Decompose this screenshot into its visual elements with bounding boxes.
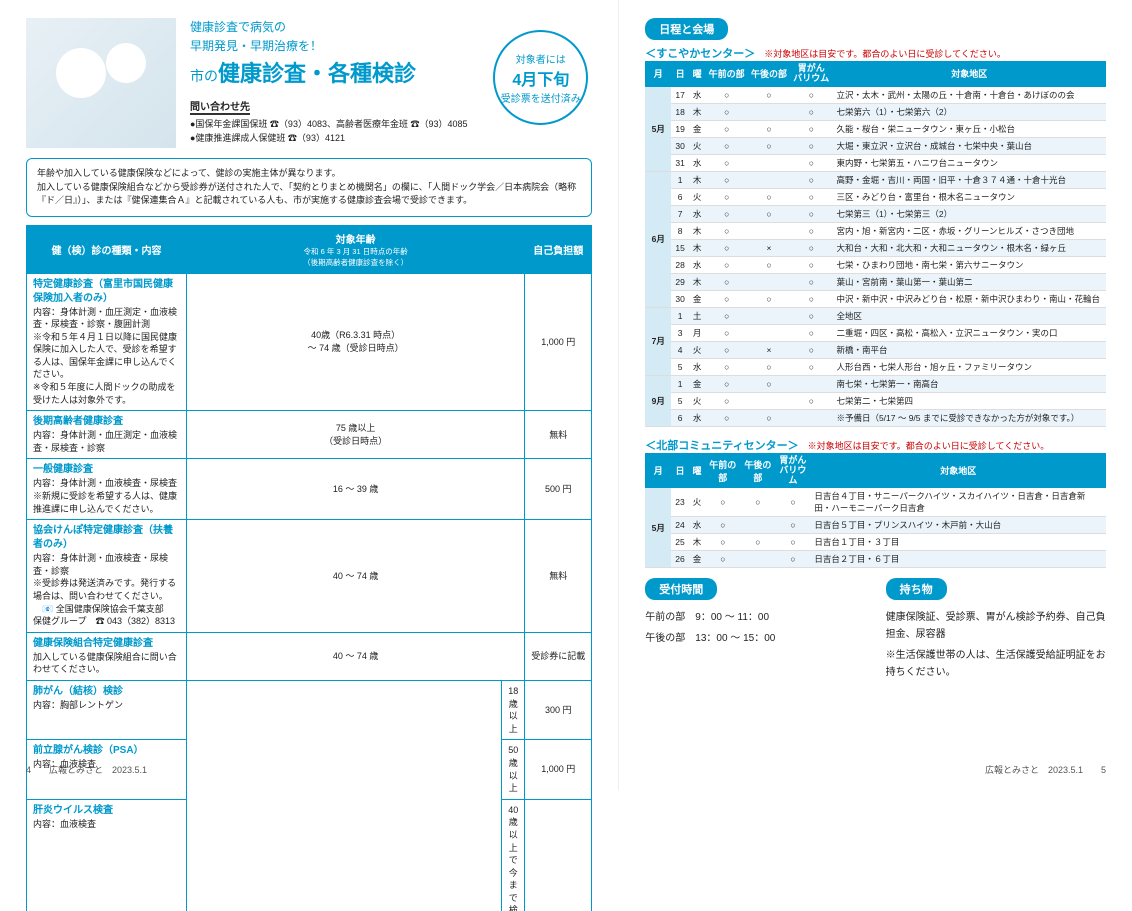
schedule-row: 5火○○七栄第二・七栄第四: [645, 392, 1106, 409]
type-row: 後期高齢者健康診査内容：身体計測・血圧測定・血液検査・尿検査・診察: [27, 411, 187, 459]
schedule-row: 19金○○○久能・桜台・栄ニュータウン・東ヶ丘・小松台: [645, 120, 1106, 137]
section-bring: 持ち物: [886, 578, 947, 600]
side-label: 加入保険に関係なく対象年齢に該当する人は受診可能: [187, 680, 502, 911]
type-row: 健康保険組合特定健康診査加入している健康保険組合に問い合わせてください。: [27, 632, 187, 680]
type-row: 肺がん（結核）検診内容：胸部レントゲン: [27, 680, 187, 739]
schedule-row: 30火○○○大堀・東立沢・立沢台・成城台・七栄中央・葉山台: [645, 137, 1106, 154]
schedule-row: 24水○○日吉台５丁目・プリンスハイツ・木戸前・大山台: [645, 517, 1106, 534]
schedule-row: 26金○○日吉台２丁目・６丁目: [645, 551, 1106, 568]
types-table: 健（検）診の種類・内容 対象年齢令和 6 年 3 月 31 日時点の年齢（後期高…: [26, 225, 592, 911]
schedule-table-2: 月日曜午前の部午後の部胃がんバリウム対象地区5月23火○○○日吉台４丁目・サニー…: [645, 453, 1106, 569]
venue1: ＜すこやかセンター＞: [645, 48, 755, 60]
type-row: 一般健康診査内容：身体計測・血液検査・尿検査※新規に受診を希望する人は、健康推進…: [27, 459, 187, 520]
schedule-row: 9月1金○○南七栄・七栄第一・南高台: [645, 375, 1106, 392]
bring-1: 健康保険証、受診票、胃がん検診予約券、自己負担金、尿容器: [886, 609, 1106, 643]
time-pm: 午後の部 13：00 ～ 15：00: [645, 630, 865, 647]
title-prefix: 市の: [190, 68, 218, 84]
title-main: 健康診査・各種検診: [218, 61, 416, 86]
schedule-row: 29木○○葉山・宮前南・葉山第一・葉山第二: [645, 273, 1106, 290]
stamp-badge: 対象者には 4月下旬 受診票を送付済み: [493, 30, 588, 125]
footer-left: 4 広報とみさと 2023.5.1: [26, 763, 147, 776]
venue1-note: ※対象地区は目安です。都合のよい日に受診してください。: [764, 49, 1006, 59]
schedule-row: 6火○○○三区・みどり台・富里台・根木名ニュータウン: [645, 188, 1106, 205]
bring-2: ※生活保護世帯の人は、生活保護受給証明証をお持ちください。: [886, 647, 1106, 681]
schedule-row: 15木○×○大和台・大和・北大和・大和ニュータウン・根木名・緑ヶ丘: [645, 239, 1106, 256]
venue2: ＜北部コミュニティセンター＞: [645, 440, 798, 452]
footer-right: 広報とみさと 2023.5.1 5: [985, 763, 1106, 776]
note-box: 年齢や加入している健康保険などによって、健診の実施主体が異なります。加入している…: [26, 158, 592, 217]
schedule-row: 5月23火○○○日吉台４丁目・サニーパークハイツ・スカイハイツ・日吉倉・日吉倉新…: [645, 488, 1106, 517]
schedule-row: 30金○○○中沢・新中沢・中沢みどり台・松原・新中沢ひまわり・南山・花輪台: [645, 290, 1106, 307]
section-schedule: 日程と会場: [645, 18, 728, 40]
contact-2: ●健康推進課成人保健班 ☎（93）4121: [190, 132, 592, 146]
right-page: 日程と会場 ＜すこやかセンター＞ ※対象地区は目安です。都合のよい日に受診してく…: [619, 0, 1132, 790]
time-am: 午前の部 9：00 ～ 11：00: [645, 609, 865, 626]
hero-photo: [26, 18, 176, 148]
type-row: 肝炎ウイルス検査内容：血液検査: [27, 799, 187, 911]
schedule-row: 25木○○○日吉台１丁目・３丁目: [645, 534, 1106, 551]
stamp-line3: 受診票を送付済み: [501, 90, 581, 105]
schedule-row: 6水○○※予備日（5/17 ～ 9/5 までに受診できなかった方が対象です。）: [645, 409, 1106, 426]
th-cost: 自己負担額: [525, 225, 592, 273]
venue2-note: ※対象地区は目安です。都合のよい日に受診してください。: [808, 441, 1050, 451]
stamp-line2: 4月下旬: [512, 66, 569, 90]
schedule-row: 5水○○○人形台西・七栄人形台・旭ヶ丘・ファミリータウン: [645, 358, 1106, 375]
section-time: 受付時間: [645, 578, 717, 600]
type-row: 特定健康診査（富里市国民健康保険加入者のみ）内容：身体計測・血圧測定・血液検査・…: [27, 273, 187, 411]
contact-label: 問い合わせ先: [190, 98, 250, 115]
schedule-row: 7水○○○七栄第三（1）・七栄第三（2）: [645, 205, 1106, 222]
schedule-row: 4火○×○新橋・南平台: [645, 341, 1106, 358]
schedule-row: 31水○○東内野・七栄第五・ハニワ台ニュータウン: [645, 154, 1106, 171]
schedule-row: 18木○○七栄第六（1）・七栄第六（2）: [645, 103, 1106, 120]
schedule-row: 5月17水○○○立沢・太木・武州・太陽の丘・十倉南・十倉台・あけぼのの会: [645, 87, 1106, 104]
schedule-table-1: 月日曜午前の部午後の部胃がんバリウム対象地区5月17水○○○立沢・太木・武州・太…: [645, 61, 1106, 427]
type-row: 協会けんぽ特定健康診査（扶養者のみ）内容：身体計測・血液検査・尿検査・診察※受診…: [27, 520, 187, 633]
schedule-row: 3月○○二重堀・四区・高松・高松入・立沢ニュータウン・実の口: [645, 324, 1106, 341]
schedule-row: 8木○○宮内・旭・新宮内・二区・赤坂・グリーンヒルズ・さつき団地: [645, 222, 1106, 239]
left-page: 健康診査で病気の 早期発見・早期治療を！ 市の健康診査・各種検診 問い合わせ先 …: [0, 0, 619, 790]
th-type: 健（検）診の種類・内容: [27, 225, 187, 273]
th-age: 対象年齢令和 6 年 3 月 31 日時点の年齢（後期高齢者健康診査を除く）: [187, 225, 525, 273]
schedule-row: 28水○○○七栄・ひまわり団地・南七栄・第六サニータウン: [645, 256, 1106, 273]
stamp-line1: 対象者には: [516, 51, 566, 66]
schedule-row: 6月1木○○高野・金堀・吉川・両国・旧平・十倉３７４通・十倉十光台: [645, 171, 1106, 188]
schedule-row: 7月1土○○全地区: [645, 307, 1106, 324]
